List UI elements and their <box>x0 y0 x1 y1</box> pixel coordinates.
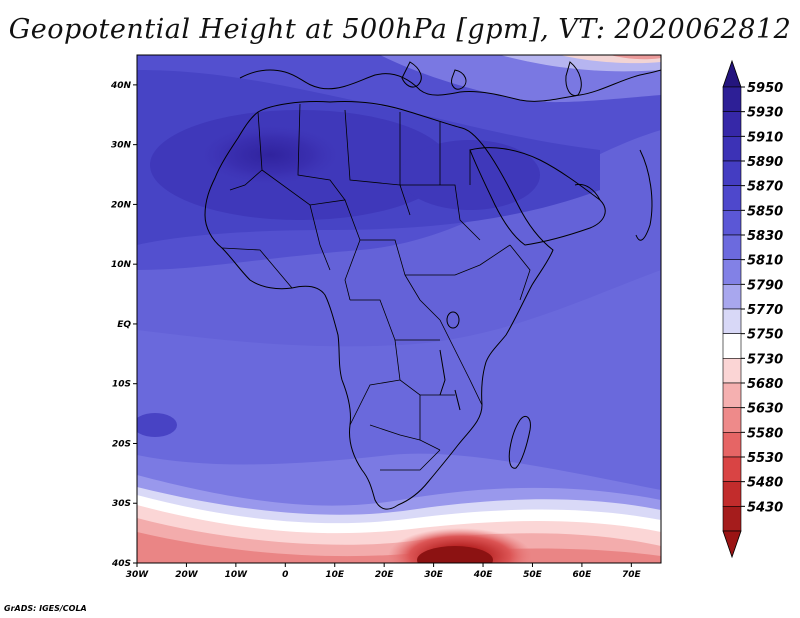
colorbar-swatch <box>722 136 742 162</box>
colorbar-label: 5530 <box>747 451 783 466</box>
colorbar-swatch <box>722 432 742 458</box>
colorbar-label: 5680 <box>747 377 783 392</box>
colorbar-label: 5480 <box>747 476 783 491</box>
lat-tick-label: 40N <box>110 81 132 91</box>
colorbar-swatch <box>722 111 742 137</box>
colorbar-label: 5830 <box>747 229 783 244</box>
italy-coastline <box>401 61 422 88</box>
coastlines <box>204 61 661 510</box>
colorbar-swatch <box>722 308 742 334</box>
country-borders <box>221 103 531 471</box>
colorbar-swatch <box>722 160 742 186</box>
map-title: Geopotential Height at 500hPa [gpm], VT:… <box>8 14 792 45</box>
lon-tick-label: 30E <box>424 570 444 580</box>
colorbar-label: 5910 <box>747 130 783 145</box>
colorbar-label: 5790 <box>747 278 783 293</box>
lon-tick-label: 10W <box>225 570 249 580</box>
colorbar-label: 5930 <box>747 106 783 121</box>
europe-coastline <box>239 69 661 102</box>
colorbar-swatch <box>722 407 742 433</box>
lat-tick-label: 30N <box>111 141 132 151</box>
india-coastline <box>635 149 653 241</box>
field-band-5850-southwest <box>137 413 177 437</box>
colorbar-swatch <box>722 259 742 285</box>
colorbar-swatch <box>722 382 742 408</box>
colorbar: 5950 5930 5910 5890 5870 5850 5830 5810 5790 5770… <box>722 59 783 559</box>
colorbar-label: 5770 <box>747 303 783 318</box>
low-core <box>417 546 493 563</box>
caspian-coastline <box>565 61 582 97</box>
colorbar-label: 5950 <box>747 81 783 96</box>
colorbar-bottom-arrow <box>722 530 742 559</box>
colorbar-top-arrow <box>722 59 742 88</box>
colorbar-swatch <box>722 456 742 482</box>
colorbar-swatch <box>722 210 742 236</box>
lat-tick-label: EQ <box>117 320 131 330</box>
colorbar-swatch <box>722 481 742 507</box>
colorbar-label: 5870 <box>747 180 783 195</box>
colorbar-swatch <box>722 358 742 384</box>
lon-tick-label: 20W <box>175 570 199 580</box>
lat-tick-label: 30S <box>112 499 131 509</box>
longitude-axis: 30W 20W 10W 0 10E 20E 30E 40E 50E 60E 70E <box>126 563 642 580</box>
arabia-coastline <box>469 147 606 246</box>
lake-malawi <box>454 389 461 411</box>
field-band-5830 <box>137 270 661 500</box>
colorbar-swatch <box>722 234 742 260</box>
colorbar-label: 5750 <box>747 328 783 343</box>
colorbar-label: 5890 <box>747 155 783 170</box>
lat-tick-label: 20N <box>111 200 132 210</box>
lon-tick-label: 0 <box>282 570 288 580</box>
footer-credit: GrADS: IGES/COLA <box>4 604 87 613</box>
colorbar-label: 5730 <box>747 352 783 367</box>
colorbar-label: 5850 <box>747 204 783 219</box>
colorbar-swatch <box>722 333 742 359</box>
lake-tanganyika <box>439 349 446 396</box>
colorbar-swatch <box>722 506 742 532</box>
greece-coastline <box>451 69 467 90</box>
high-center <box>200 125 340 185</box>
lon-tick-label: 30W <box>126 570 150 580</box>
latitude-axis: 40N 30N 20N 10N EQ 10S 20S 30S 40S <box>110 81 137 569</box>
lon-tick-label: 50E <box>523 570 543 580</box>
colorbar-label: 5580 <box>747 426 783 441</box>
colorbar-label: 5430 <box>747 500 783 515</box>
lon-tick-label: 70E <box>622 570 642 580</box>
lon-tick-label: 20E <box>375 570 395 580</box>
lake-victoria <box>446 311 460 329</box>
lat-tick-label: 10N <box>111 260 132 270</box>
madagascar-coastline <box>508 415 531 469</box>
colorbar-label: 5810 <box>747 254 783 269</box>
height-field <box>137 55 661 563</box>
lon-tick-label: 10E <box>325 570 345 580</box>
lat-tick-label: 10S <box>112 380 131 390</box>
field-band-5680 <box>610 55 661 60</box>
lon-tick-label: 40E <box>473 570 494 580</box>
lat-tick-label: 20S <box>112 439 131 449</box>
colorbar-swatch <box>722 185 742 211</box>
africa-coastline <box>204 101 554 510</box>
colorbar-label: 5630 <box>747 402 783 417</box>
plot-frame <box>136 54 662 564</box>
colorbar-swatch <box>722 86 742 112</box>
lon-tick-label: 60E <box>573 570 593 580</box>
gulf-coastline <box>574 183 601 201</box>
lat-tick-label: 40S <box>111 559 131 569</box>
colorbar-swatch <box>722 284 742 310</box>
